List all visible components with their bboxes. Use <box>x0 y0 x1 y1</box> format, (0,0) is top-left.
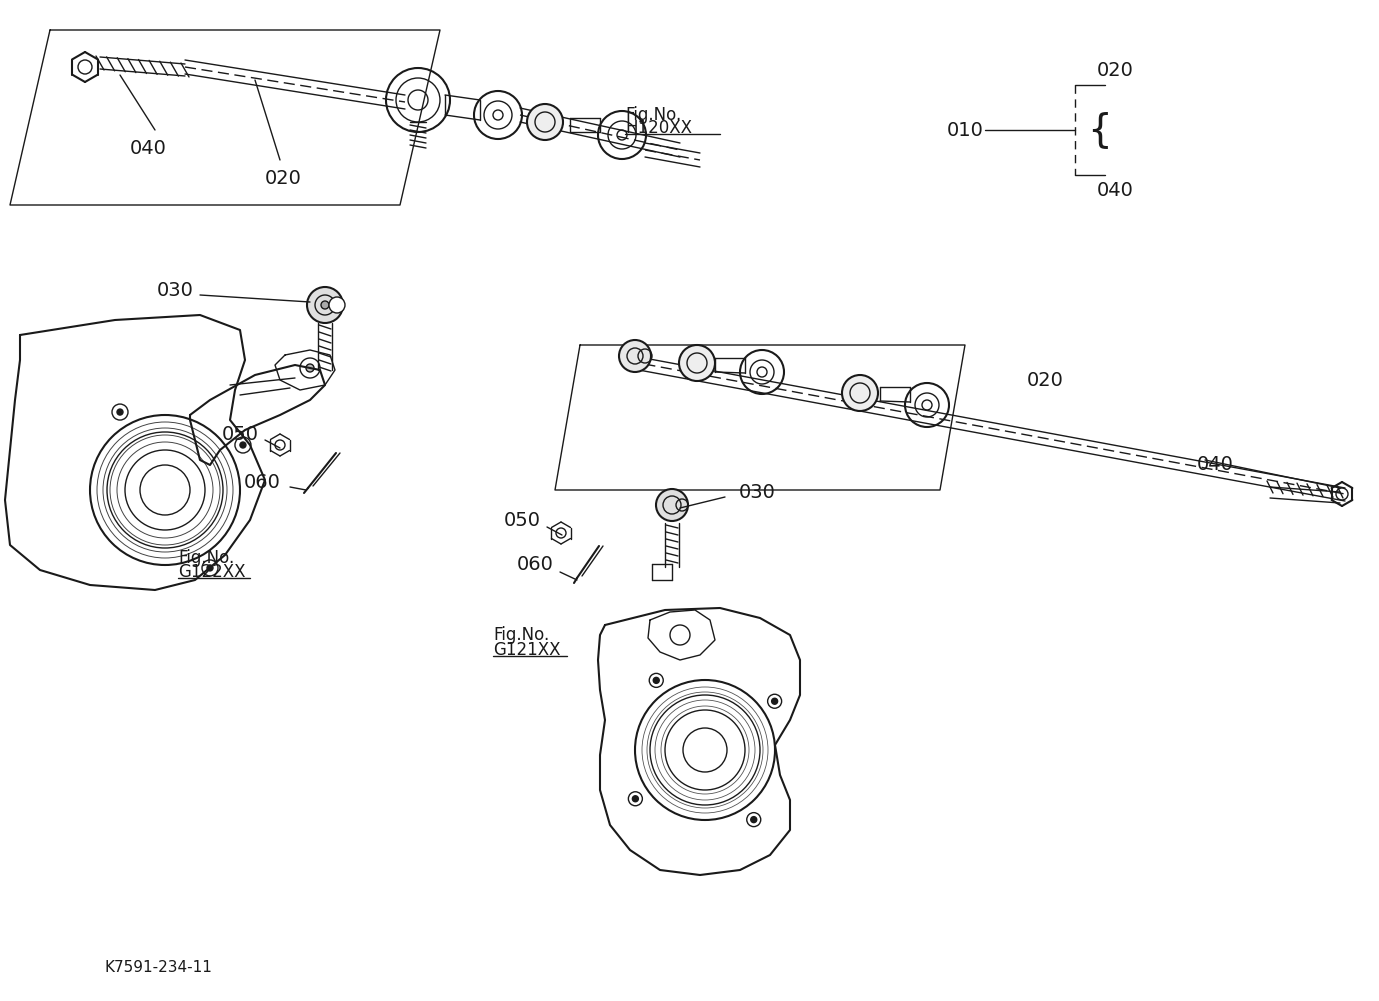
Text: 060: 060 <box>244 472 280 491</box>
Circle shape <box>633 796 638 802</box>
Text: Fig.No.: Fig.No. <box>178 549 234 567</box>
Text: G121XX: G121XX <box>494 641 560 659</box>
Text: Fig.No.: Fig.No. <box>625 106 681 124</box>
Text: 010: 010 <box>946 120 983 139</box>
Text: 040: 040 <box>1197 455 1233 474</box>
Text: 030: 030 <box>739 482 775 502</box>
Text: 020: 020 <box>265 168 302 187</box>
Circle shape <box>772 699 778 705</box>
Text: 020: 020 <box>1096 60 1134 79</box>
Circle shape <box>843 375 878 411</box>
Text: K7591-234-11: K7591-234-11 <box>105 961 212 976</box>
Text: 050: 050 <box>222 425 258 444</box>
Text: 040: 040 <box>1096 180 1134 199</box>
Text: {: { <box>1088 111 1113 149</box>
Circle shape <box>240 442 245 448</box>
Circle shape <box>527 104 563 140</box>
Text: 030: 030 <box>157 280 193 299</box>
Circle shape <box>619 340 651 372</box>
Circle shape <box>117 409 123 415</box>
Circle shape <box>654 678 659 684</box>
Circle shape <box>308 287 343 323</box>
Circle shape <box>750 817 757 823</box>
Circle shape <box>306 364 314 372</box>
Circle shape <box>207 565 212 571</box>
Text: Fig.No.: Fig.No. <box>494 626 549 644</box>
Text: 060: 060 <box>517 556 553 575</box>
Circle shape <box>330 297 345 313</box>
Text: 020: 020 <box>1026 370 1063 389</box>
Text: G122XX: G122XX <box>178 563 245 581</box>
Circle shape <box>678 345 714 381</box>
Text: 040: 040 <box>130 138 167 157</box>
Text: 050: 050 <box>503 511 541 530</box>
Text: H120XX: H120XX <box>625 119 692 137</box>
Circle shape <box>321 301 330 309</box>
Circle shape <box>656 489 688 521</box>
